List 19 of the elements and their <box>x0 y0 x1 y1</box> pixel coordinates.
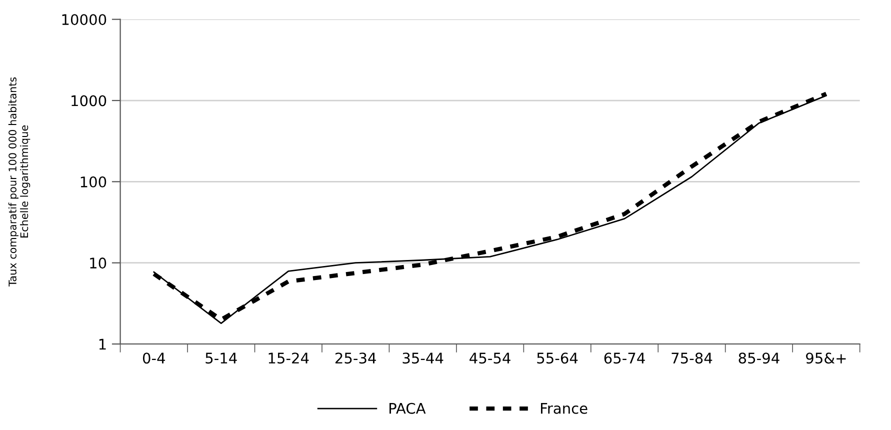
legend-label: France <box>541 403 588 414</box>
legend-label: PACA <box>390 402 426 414</box>
x-tick-label: 75-84 <box>672 352 712 364</box>
x-tick-label: 15-24 <box>268 352 309 364</box>
x-tick-label: 55-64 <box>537 352 578 364</box>
y-tick-label: 10 <box>90 258 106 269</box>
y-tick-label: 1000 <box>72 95 106 106</box>
x-tick-label: 0-4 <box>142 352 165 364</box>
x-tick-label: 85-94 <box>738 352 780 364</box>
y-axis-title: Taux comparatif pour 100 000 habitants Echelle logarithmique <box>8 77 30 287</box>
y-tick-label: 100 <box>80 176 106 188</box>
x-tick-label: 5-14 <box>206 352 237 364</box>
x-tick-label: 25-34 <box>335 352 376 364</box>
y-tick-label: 10000 <box>62 14 106 26</box>
x-tick-label: 65-74 <box>604 352 645 364</box>
x-tick-label: 35-44 <box>402 352 444 364</box>
x-tick-label: 95&+ <box>806 352 846 364</box>
x-tick-label: 45-54 <box>470 352 510 364</box>
y-tick-label: 1 <box>99 338 106 350</box>
